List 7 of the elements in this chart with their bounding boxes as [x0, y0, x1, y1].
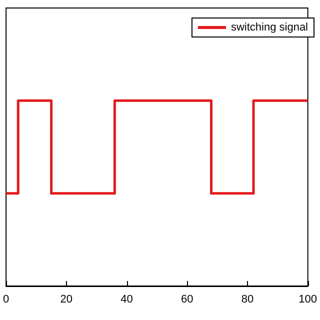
legend-label: switching signal: [230, 22, 308, 34]
x-tick-label: 20: [60, 294, 73, 306]
x-tick-label: 40: [120, 294, 133, 306]
x-tick-label: 0: [2, 294, 10, 306]
x-tick-label: 80: [241, 294, 254, 306]
x-tick-label: 100: [298, 294, 318, 306]
x-tick-label: 60: [180, 294, 194, 306]
